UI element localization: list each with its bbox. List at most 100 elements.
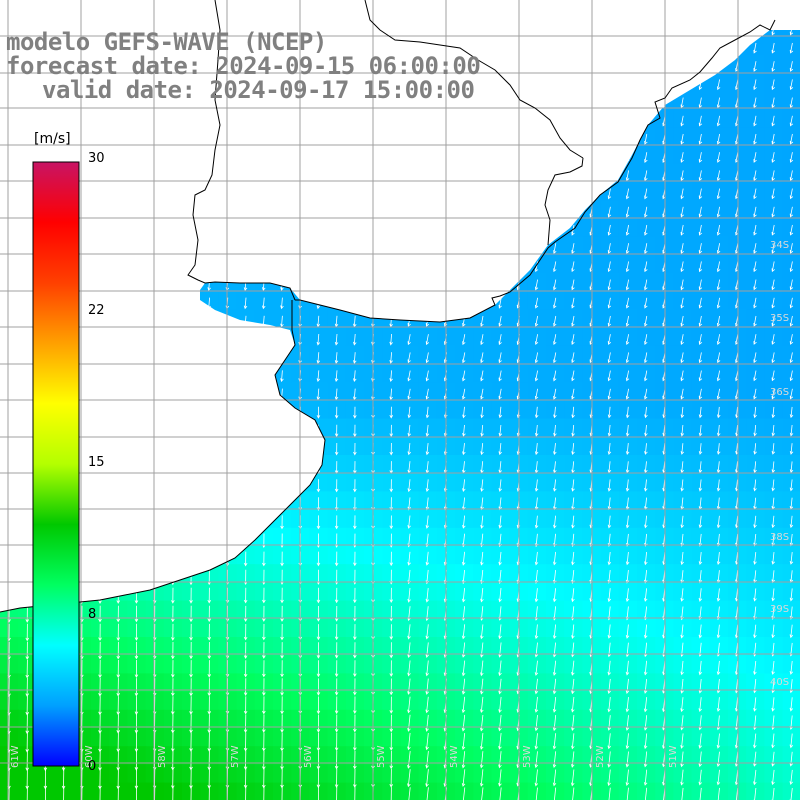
wind-arrow (771, 315, 775, 327)
wind-arrow (45, 786, 46, 800)
wind-arrow (626, 206, 630, 218)
wind-arrow (698, 297, 703, 309)
wind-arrow (607, 297, 612, 309)
wind-arrow (644, 406, 648, 419)
wind-arrow (698, 279, 703, 291)
wind-arrow (608, 787, 611, 800)
wind-arrow (171, 660, 175, 678)
wind-arrow (644, 334, 648, 345)
wind-arrow (262, 623, 266, 641)
wind-arrow (334, 479, 339, 493)
longitude-label: 57W (230, 745, 241, 768)
wind-arrow (716, 552, 721, 566)
wind-arrow (243, 696, 248, 715)
wind-arrow (771, 352, 775, 364)
wind-arrow (698, 461, 703, 474)
wind-arrow (753, 787, 757, 800)
coastline-argentina (0, 300, 326, 613)
wind-arrow (680, 624, 684, 639)
wind-arrow (189, 678, 193, 697)
wind-arrow (389, 768, 394, 788)
wind-arrow (498, 551, 502, 566)
wind-arrow (698, 769, 702, 786)
wind-arrow (771, 224, 775, 236)
wind-arrow (534, 696, 539, 713)
wind-arrow (644, 224, 648, 236)
longitude-label: 60W (84, 745, 95, 768)
wind-arrow (698, 751, 702, 768)
wind-arrow (698, 570, 703, 584)
wind-arrow (407, 732, 411, 751)
wind-arrow (245, 786, 247, 800)
wind-arrow (316, 497, 321, 511)
wind-arrow (681, 787, 684, 800)
wind-arrow (390, 787, 392, 800)
wind-arrow (553, 624, 557, 640)
wind-arrow (407, 714, 411, 732)
wind-arrow (698, 479, 703, 492)
wind-arrow (698, 388, 703, 400)
wind-arrow (607, 551, 612, 566)
wind-arrow (171, 678, 175, 697)
wind-arrow (389, 624, 394, 640)
wind-arrow (316, 370, 321, 383)
wind-cell (782, 564, 800, 583)
wind-arrow (98, 605, 102, 623)
wind-arrow (789, 188, 794, 200)
wind-arrow (626, 224, 630, 236)
wind-arrow (98, 641, 102, 660)
wind-arrow (554, 787, 557, 800)
wind-arrow (789, 206, 794, 218)
wind-cell (782, 509, 800, 529)
wind-arrow (462, 479, 466, 493)
wind-arrow (607, 224, 612, 236)
wind-arrow (280, 732, 284, 752)
wind-arrow (553, 515, 557, 529)
wind-arrow (389, 587, 394, 604)
wind-arrow (698, 352, 703, 364)
wind-arrow (698, 370, 703, 382)
wind-arrow (717, 315, 721, 327)
wind-arrow (425, 678, 430, 695)
wind-arrow (771, 334, 775, 345)
wind-arrow (680, 479, 684, 492)
wind-arrow (753, 552, 757, 565)
wind-arrow (789, 588, 794, 602)
wind-arrow (243, 642, 248, 660)
wind-cell (782, 36, 800, 56)
wind-arrow (553, 352, 557, 364)
wind-arrow (607, 769, 611, 787)
wind-arrow (753, 297, 757, 309)
wind-arrow (243, 297, 248, 310)
wind-arrow (208, 786, 210, 800)
wind-cell (782, 200, 800, 219)
wind-arrow (81, 786, 83, 800)
wind-arrow (353, 388, 357, 401)
wind-arrow (771, 533, 775, 547)
wind-arrow (480, 352, 484, 364)
wind-arrow (136, 786, 137, 800)
wind-arrow (680, 170, 684, 182)
wind-arrow (535, 261, 539, 273)
wind-arrow (607, 206, 612, 218)
wind-arrow (389, 333, 393, 346)
colorbar (32, 161, 80, 767)
wind-arrow (644, 660, 648, 676)
wind-arrow (626, 261, 630, 273)
wind-arrow (753, 751, 757, 767)
wind-arrow (789, 697, 794, 712)
wind-arrow (698, 261, 703, 273)
wind-arrow (753, 243, 757, 254)
wind-arrow (789, 552, 794, 565)
wind-arrow (753, 206, 757, 218)
wind-arrow (316, 551, 321, 567)
wind-arrow (717, 279, 721, 291)
wind-arrow (280, 605, 284, 622)
wind-arrow (717, 406, 721, 419)
wind-arrow (607, 570, 612, 584)
wind-arrow (644, 152, 648, 163)
wind-arrow (789, 533, 794, 547)
wind-arrow (717, 152, 721, 163)
wind-arrow (171, 641, 175, 660)
wind-arrow (461, 624, 466, 640)
